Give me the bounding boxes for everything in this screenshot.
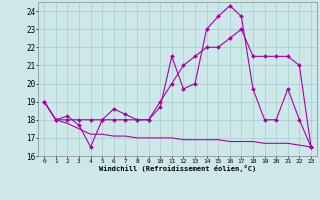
X-axis label: Windchill (Refroidissement éolien,°C): Windchill (Refroidissement éolien,°C)	[99, 165, 256, 172]
